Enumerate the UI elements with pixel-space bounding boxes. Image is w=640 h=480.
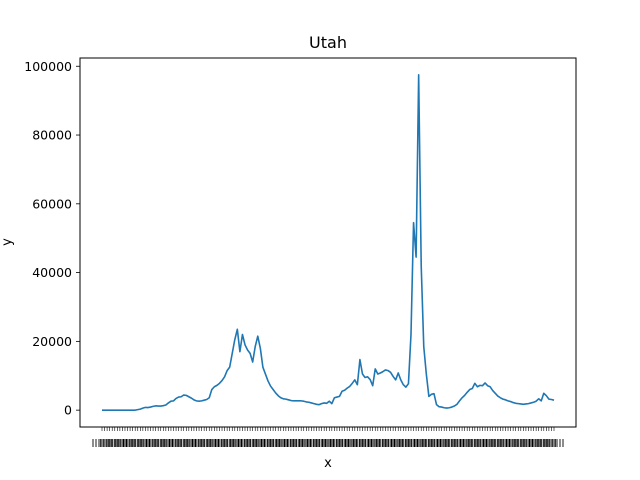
- x-axis-label: x: [324, 456, 332, 471]
- x-tick-label-glyphs: [176, 439, 196, 447]
- x-tick-label-glyphs: [268, 439, 288, 447]
- x-tick-label-glyphs: [238, 439, 258, 447]
- x-tick-label-glyphs: [230, 439, 250, 447]
- x-tick-label-glyphs: [345, 439, 365, 447]
- x-tick-label-glyphs: [437, 439, 457, 447]
- chart-title: Utah: [309, 33, 347, 52]
- y-axis-label: y: [0, 238, 15, 246]
- x-tick-label-glyphs: [184, 439, 204, 447]
- x-tick-label-glyphs: [138, 439, 158, 447]
- y-tick-label: 40000: [32, 265, 72, 280]
- x-tick-label-glyphs: [460, 439, 480, 447]
- x-tick-label-glyphs: [115, 439, 135, 447]
- y-tick-label: 100000: [24, 59, 72, 74]
- x-tick-label-glyphs: [498, 439, 518, 447]
- x-axis-ticks: [92, 427, 564, 447]
- x-tick-label-glyphs: [291, 439, 311, 447]
- x-tick-label-glyphs: [521, 439, 541, 447]
- y-tick-label: 20000: [32, 334, 72, 349]
- x-tick-label-glyphs: [261, 439, 280, 447]
- x-tick-label-glyphs: [107, 439, 127, 447]
- x-tick-label-glyphs: [483, 439, 503, 447]
- x-tick-label-glyphs: [169, 439, 189, 447]
- series-line: [102, 74, 555, 411]
- x-tick-label-glyphs: [314, 439, 334, 447]
- x-tick-label-glyphs: [506, 439, 526, 447]
- x-tick-label-glyphs: [284, 439, 303, 447]
- x-tick-label-glyphs: [130, 439, 150, 447]
- x-tick-label-glyphs: [391, 439, 411, 447]
- y-axis-ticks: 0 20000 40000 60000 80000 100000: [24, 59, 80, 418]
- x-tick-label-glyphs: [444, 439, 464, 447]
- y-tick-label: 80000: [32, 128, 72, 143]
- x-tick-label-glyphs: [322, 439, 342, 447]
- y-tick-label: 0: [64, 403, 72, 418]
- x-tick-label-glyphs: [222, 439, 242, 447]
- x-tick-label-glyphs: [360, 439, 380, 447]
- x-tick-label-glyphs: [544, 439, 564, 447]
- x-tick-label-glyphs: [376, 439, 395, 447]
- x-tick-label-glyphs: [398, 439, 418, 447]
- x-tick-label-glyphs: [429, 439, 449, 447]
- x-tick-label-glyphs: [452, 439, 472, 447]
- x-tick-label-glyphs: [153, 439, 173, 447]
- x-tick-label-glyphs: [414, 439, 434, 447]
- y-tick-label: 60000: [32, 196, 72, 211]
- x-tick-label-glyphs: [490, 439, 510, 447]
- x-tick-label-glyphs: [467, 439, 487, 447]
- x-tick-label-glyphs: [536, 439, 556, 447]
- x-tick-label-glyphs: [199, 439, 219, 447]
- x-tick-label-glyphs: [146, 439, 166, 447]
- x-tick-label-glyphs: [330, 439, 349, 447]
- x-tick-label-glyphs: [368, 439, 388, 447]
- x-tick-label-glyphs: [529, 439, 549, 447]
- x-tick-label-glyphs: [100, 439, 120, 447]
- x-tick-label-glyphs: [307, 439, 326, 447]
- x-tick-label-glyphs: [253, 439, 273, 447]
- x-tick-label-glyphs: [245, 439, 265, 447]
- x-tick-label-glyphs: [276, 439, 296, 447]
- x-tick-label-glyphs: [421, 439, 441, 447]
- x-tick-label-glyphs: [337, 439, 357, 447]
- x-tick-label-glyphs: [406, 439, 426, 447]
- x-tick-label-glyphs: [383, 439, 403, 447]
- x-tick-label-glyphs: [161, 439, 181, 447]
- plot-frame: [79, 57, 577, 428]
- x-tick-label-glyphs: [513, 439, 533, 447]
- x-tick-label-glyphs: [92, 439, 112, 447]
- x-tick-label-glyphs: [123, 439, 143, 447]
- x-tick-label-glyphs: [192, 439, 212, 447]
- x-tick-label-glyphs: [475, 439, 495, 447]
- x-tick-label-glyphs: [207, 439, 227, 447]
- x-tick-label-glyphs: [299, 439, 319, 447]
- x-tick-label-glyphs: [353, 439, 372, 447]
- x-tick-label-glyphs: [215, 439, 235, 447]
